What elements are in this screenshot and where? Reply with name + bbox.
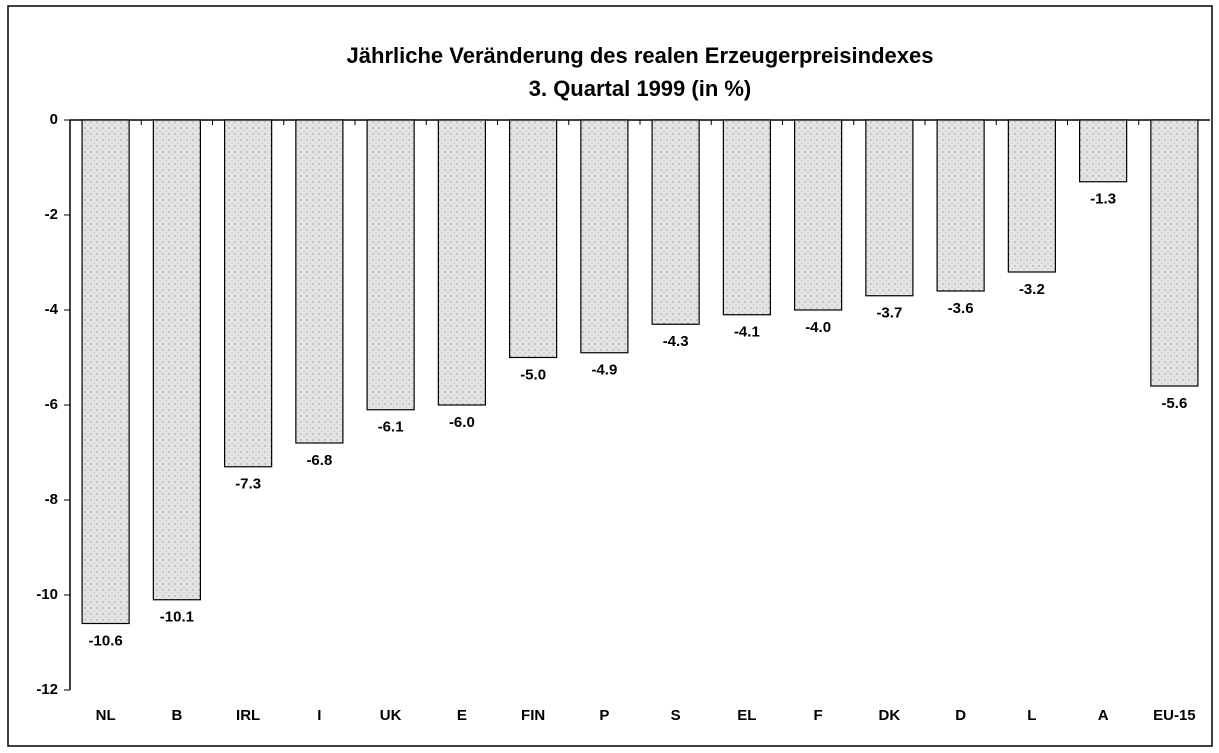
data-label: -4.0 — [805, 319, 831, 336]
data-label: -3.7 — [876, 305, 902, 322]
bar — [295, 119, 344, 444]
y-tick-label: -10 — [36, 586, 58, 603]
bar — [224, 119, 273, 468]
x-tick-label: A — [1098, 707, 1109, 724]
x-tick-label: EU-15 — [1153, 707, 1196, 724]
data-label: -4.3 — [663, 333, 689, 350]
x-tick-label: EL — [737, 707, 756, 724]
bar — [651, 119, 700, 325]
data-label: -7.3 — [235, 476, 261, 493]
frame — [7, 5, 1213, 747]
bar — [437, 119, 486, 406]
bar — [1007, 119, 1056, 273]
bar — [366, 119, 415, 411]
x-tick-label: F — [814, 707, 823, 724]
y-tick-label: 0 — [50, 111, 58, 128]
data-label: -3.6 — [948, 300, 974, 317]
data-label: -6.1 — [378, 419, 404, 436]
y-tick-label: -6 — [45, 396, 58, 413]
x-tick-label: IRL — [236, 707, 260, 724]
y-tick-label: -2 — [45, 206, 58, 223]
bar — [1079, 119, 1128, 183]
x-tick-label: E — [457, 707, 467, 724]
bar — [81, 119, 130, 625]
data-label: -10.1 — [160, 609, 194, 626]
y-tick-label: -12 — [36, 681, 58, 698]
x-tick-label: FIN — [521, 707, 545, 724]
bar — [865, 119, 914, 297]
data-label: -5.0 — [520, 366, 546, 383]
x-tick-label: D — [955, 707, 966, 724]
data-label: -4.1 — [734, 324, 760, 341]
bar — [509, 119, 558, 359]
bar — [1150, 119, 1199, 387]
data-label: -3.2 — [1019, 281, 1045, 298]
data-label: -10.6 — [89, 632, 123, 649]
x-tick-label: DK — [879, 707, 901, 724]
data-label: -6.0 — [449, 414, 475, 431]
chart-title: Jährliche Veränderung des realen Erzeuge… — [347, 43, 934, 68]
bar — [152, 119, 201, 601]
x-tick-label: L — [1027, 707, 1036, 724]
x-tick-label: I — [317, 707, 321, 724]
data-label: -1.3 — [1090, 191, 1116, 208]
x-tick-label: UK — [380, 707, 402, 724]
data-label: -5.6 — [1161, 395, 1187, 412]
bar — [580, 119, 629, 354]
y-tick-label: -4 — [45, 301, 59, 318]
bar — [936, 119, 985, 292]
x-tick-label: NL — [96, 707, 116, 724]
x-tick-label: P — [599, 707, 609, 724]
x-tick-label: B — [171, 707, 182, 724]
data-label: -6.8 — [306, 452, 332, 469]
bar — [794, 119, 843, 311]
y-tick-label: -8 — [45, 491, 58, 508]
x-tick-label: S — [671, 707, 681, 724]
bar — [722, 119, 771, 316]
data-label: -4.9 — [591, 362, 617, 379]
chart-subtitle: 3. Quartal 1999 (in %) — [529, 76, 752, 101]
